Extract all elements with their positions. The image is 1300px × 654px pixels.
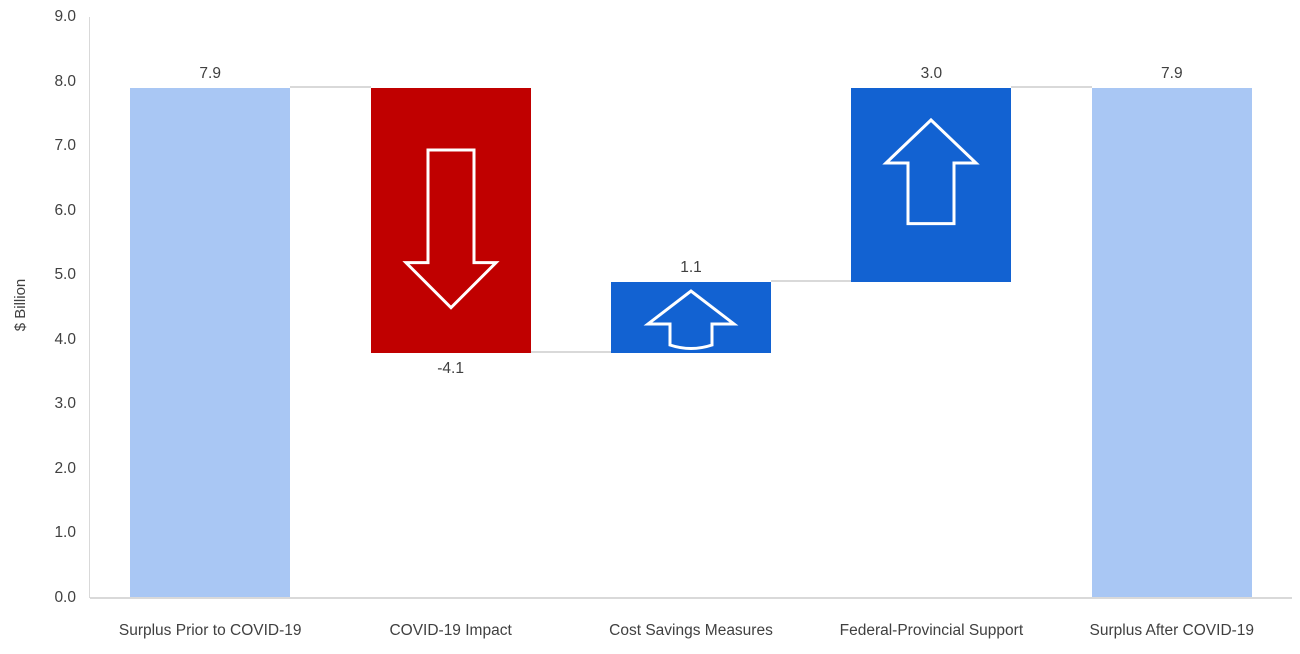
x-axis-category-label: Surplus Prior to COVID-19 (118, 622, 302, 639)
bar-value-label: 7.9 (1161, 65, 1183, 82)
x-axis-category-label: Cost Savings Measures (609, 622, 773, 639)
y-axis-line (89, 17, 90, 598)
waterfall-connector (771, 279, 852, 282)
bar-value-label: -4.1 (437, 359, 464, 377)
waterfall-bar (851, 88, 1012, 282)
y-axis-tick-label: 6.0 (54, 201, 76, 219)
waterfall-connector (1011, 86, 1092, 88)
waterfall-connector (290, 86, 371, 88)
y-axis-tick-label: 3.0 (54, 395, 76, 413)
arrow-outline (882, 117, 981, 226)
y-axis-tick-label: 2.0 (54, 459, 76, 477)
x-axis-category-label: Surplus After COVID-19 (1089, 622, 1255, 639)
bar-value-label: 1.1 (680, 258, 702, 276)
y-axis-tick-label: 7.0 (54, 137, 76, 155)
down-arrow-icon (401, 148, 500, 310)
bar-value-label: 7.9 (199, 65, 221, 82)
waterfall-bar (130, 88, 291, 598)
y-axis-tick-label: 5.0 (54, 266, 76, 284)
x-axis-category-label: COVID-19 Impact (389, 622, 512, 639)
waterfall-bar (370, 88, 531, 353)
waterfall-bar (611, 281, 771, 353)
bar-value-label: 3.0 (920, 65, 943, 82)
y-axis-tick-label: 1.0 (54, 524, 76, 542)
arrow-outline (643, 288, 739, 350)
y-axis-tick-label: 0.0 (54, 589, 76, 606)
arrow-outline (401, 148, 500, 310)
waterfall-connector (530, 350, 611, 353)
x-axis-category-label: Federal-Provincial Support (839, 622, 1024, 639)
y-axis-tick-label: 4.0 (54, 330, 76, 348)
up-arrow-icon (882, 117, 981, 226)
x-axis-line (90, 597, 1292, 599)
y-axis-tick-label: 9.0 (54, 8, 76, 25)
waterfall-bar (1091, 88, 1252, 598)
up-arrow-icon (643, 288, 739, 350)
y-axis-tick-label: 8.0 (54, 72, 76, 90)
